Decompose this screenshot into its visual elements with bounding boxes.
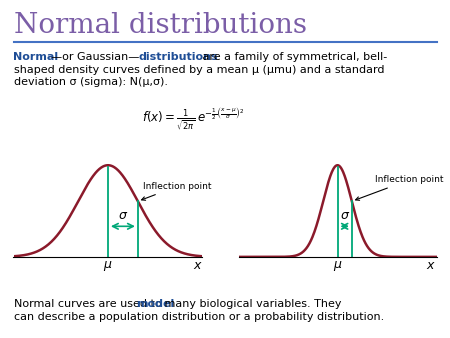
Text: $f(x) = \frac{1}{\sqrt{2\pi}}\,e^{-\frac{1}{2}\left(\frac{x-\mu}{\sigma}\right)^: $f(x) = \frac{1}{\sqrt{2\pi}}\,e^{-\frac… <box>142 106 245 132</box>
Text: $\mu$: $\mu$ <box>333 259 342 272</box>
Text: many biological variables. They: many biological variables. They <box>161 299 341 309</box>
Text: are a family of symmetrical, bell-: are a family of symmetrical, bell- <box>199 52 387 63</box>
Text: model: model <box>136 299 174 309</box>
Text: $x$: $x$ <box>427 259 436 271</box>
Text: distributions: distributions <box>139 52 218 63</box>
Text: Normal: Normal <box>14 52 58 63</box>
Text: Normal distributions: Normal distributions <box>14 12 306 39</box>
Text: $\mu$: $\mu$ <box>103 259 113 272</box>
Text: Inflection point: Inflection point <box>356 175 444 200</box>
Text: $x$: $x$ <box>193 259 202 271</box>
Text: deviation σ (sigma): N(μ,σ).: deviation σ (sigma): N(μ,σ). <box>14 77 167 88</box>
Text: can describe a population distribution or a probability distribution.: can describe a population distribution o… <box>14 312 384 322</box>
Text: σ: σ <box>341 210 349 222</box>
Text: Inflection point: Inflection point <box>142 182 212 200</box>
Text: shaped density curves defined by a mean μ (μmu) and a standard: shaped density curves defined by a mean … <box>14 65 384 75</box>
Text: —or Gaussian—: —or Gaussian— <box>51 52 140 63</box>
Text: Normal curves are used to: Normal curves are used to <box>14 299 165 309</box>
Text: σ: σ <box>119 210 127 222</box>
